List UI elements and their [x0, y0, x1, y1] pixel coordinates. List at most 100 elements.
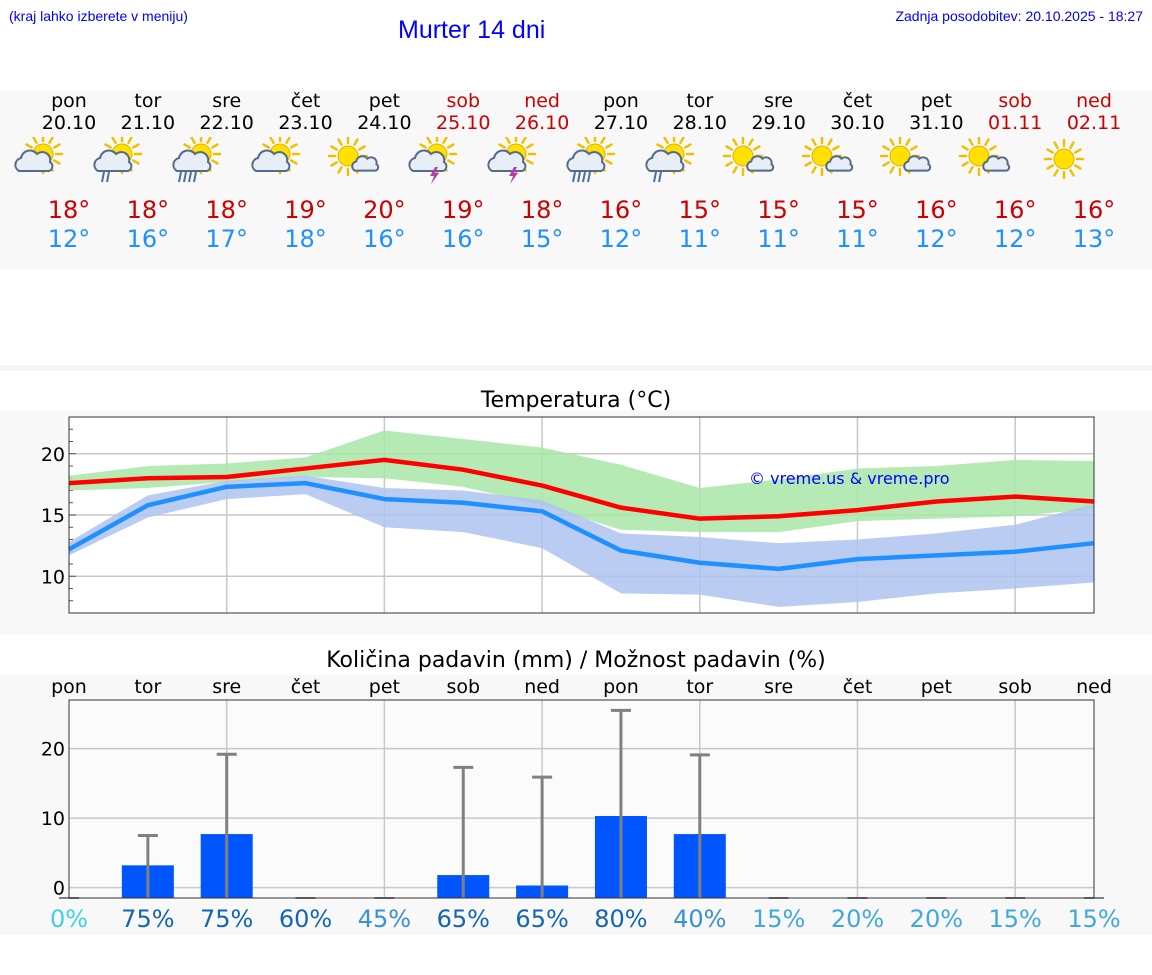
min-range-band [69, 475, 1094, 607]
min-temp: 11° [836, 225, 879, 253]
sun-cloud-rain-icon [645, 137, 695, 183]
sun-small-cloud-icon [880, 137, 932, 177]
day-name: tor [134, 90, 162, 112]
max-temp: 15° [836, 196, 879, 224]
rain-probability: 20% [910, 905, 963, 933]
max-temp: 15° [757, 196, 800, 224]
sun-cloud-rain-icon [93, 137, 143, 183]
day-date: 20.10 [41, 112, 97, 134]
sun-small-cloud-icon [328, 137, 380, 177]
temperature-chart: 10 15 20 © vreme.us & vreme.pro [41, 416, 1095, 614]
day-date: 02.11 [1066, 112, 1122, 134]
y-tick-label: 0 [53, 878, 65, 900]
min-temp: 18° [284, 225, 327, 253]
min-temp: 12° [599, 225, 643, 253]
sun-cloud-thunder-icon [487, 137, 537, 184]
day-label: čet [843, 676, 873, 698]
plot-frame [68, 699, 1095, 899]
day-date: 25.10 [436, 112, 491, 134]
day-date: 27.10 [593, 112, 649, 134]
day-name: čet [290, 90, 321, 112]
last-update: Zadnja posodobitev: 20.10.2025 - 18:27 [895, 8, 1143, 24]
max-temp: 16° [599, 196, 643, 224]
min-temp: 11° [757, 225, 800, 253]
max-temp: 20° [363, 196, 406, 224]
forecast-band [0, 90, 1152, 270]
plot-frame [68, 416, 1095, 614]
min-temp: 12° [993, 225, 1037, 253]
min-temp-line [67, 480, 1095, 572]
day-name: pon [603, 90, 639, 112]
min-temp: 12° [47, 225, 91, 253]
min-temp: 16° [363, 225, 406, 253]
min-temp: 17° [205, 225, 248, 253]
min-temp: 16° [441, 225, 485, 253]
day-name: sob [446, 90, 481, 112]
day-label: sob [446, 676, 480, 698]
precipitation-chart: pon tor sre čet pet sob ned pon tor sre čet pet sob n… [41, 676, 1121, 933]
day-name: ned [524, 90, 560, 112]
day-date: 26.10 [514, 112, 570, 134]
max-temp: 18° [520, 196, 564, 224]
max-temp: 19° [284, 196, 327, 224]
rain-probability: 60% [279, 905, 332, 933]
y-tick-label: 15 [41, 505, 65, 527]
day-label: ned [524, 676, 560, 698]
max-temp: 16° [915, 196, 958, 224]
day-date: 23.10 [278, 112, 333, 134]
day-date: 01.11 [987, 112, 1043, 134]
rain-probability: 40% [673, 905, 726, 933]
sun-small-cloud-icon [801, 137, 853, 177]
day-label: pet [921, 676, 952, 698]
y-tick-label: 10 [41, 566, 65, 588]
sun-cloud-heavy-rain-icon [172, 137, 221, 183]
sun-cloud-icon [14, 137, 64, 175]
precipitation-chart-title: Količina padavin (mm) / Možnost padavin … [326, 648, 826, 673]
min-temp: 16° [126, 225, 170, 253]
max-temp: 15° [678, 196, 722, 224]
day-name: pet [920, 90, 952, 112]
sun-small-cloud-icon [958, 137, 1011, 177]
rain-probability: 75% [121, 905, 174, 933]
day-label: sre [212, 676, 241, 698]
day-date: 22.10 [199, 112, 254, 134]
day-label: tor [134, 676, 161, 698]
rain-probability: 65% [515, 905, 568, 933]
day-date: 30.10 [830, 112, 885, 134]
rain-probability: 65% [437, 905, 490, 933]
day-label: čet [291, 676, 321, 698]
rain-probability: 75% [200, 905, 253, 933]
day-name: sre [764, 90, 794, 112]
divider [0, 365, 1152, 371]
max-temp: 18° [47, 196, 91, 224]
sun-cloud-thunder-icon [408, 137, 458, 184]
day-date: 21.10 [120, 112, 176, 134]
page-title: Murter 14 dni [398, 16, 546, 44]
day-label: ned [1076, 676, 1112, 698]
day-name: pet [368, 90, 400, 112]
rain-probability: 20% [831, 905, 884, 933]
min-temp: 15° [520, 225, 564, 253]
location-hint: (kraj lahko izberete v meniju) [9, 8, 188, 24]
rain-probability: 80% [594, 905, 647, 933]
min-temp: 11° [678, 225, 722, 253]
sun-cloud-icon [250, 137, 300, 175]
y-tick-label: 20 [41, 739, 65, 761]
y-tick-label: 10 [41, 808, 65, 830]
day-label: pet [369, 676, 400, 698]
day-name: tor [686, 90, 714, 112]
max-temp-line [68, 457, 1095, 521]
rain-probability: 15% [1067, 905, 1120, 933]
temperature-chart-title: Temperatura (°C) [480, 388, 672, 413]
day-label: sre [764, 676, 793, 698]
max-temp: 19° [441, 196, 485, 224]
y-tick-label: 20 [41, 444, 65, 466]
day-name: ned [1076, 90, 1112, 112]
sun-small-cloud-icon [722, 137, 774, 177]
rain-probability: 0% [50, 905, 88, 933]
day-date: 31.10 [909, 112, 964, 134]
rain-probability: 45% [358, 905, 411, 933]
sun-icon [1043, 138, 1085, 180]
day-name: sre [212, 90, 242, 112]
sun-cloud-heavy-rain-icon [566, 137, 616, 183]
